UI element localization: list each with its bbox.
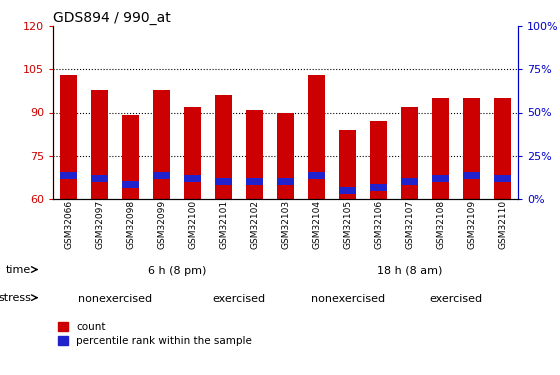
Bar bbox=[184, 175, 201, 182]
Legend: count, percentile rank within the sample: count, percentile rank within the sample bbox=[58, 322, 252, 346]
Bar bbox=[432, 98, 449, 199]
Bar bbox=[91, 90, 108, 199]
Bar bbox=[339, 186, 356, 194]
Bar bbox=[153, 172, 170, 179]
Bar bbox=[308, 75, 325, 199]
Bar bbox=[184, 107, 201, 199]
Bar bbox=[246, 178, 263, 185]
Bar bbox=[153, 90, 170, 199]
Text: stress: stress bbox=[0, 292, 31, 303]
Bar bbox=[370, 121, 387, 199]
Bar bbox=[494, 98, 511, 199]
Text: exercised: exercised bbox=[213, 294, 265, 304]
Bar bbox=[60, 75, 77, 199]
Text: 6 h (8 pm): 6 h (8 pm) bbox=[148, 266, 206, 276]
Bar bbox=[277, 178, 294, 185]
Bar bbox=[246, 110, 263, 199]
Bar bbox=[215, 95, 232, 199]
Bar bbox=[401, 178, 418, 185]
Bar bbox=[339, 130, 356, 199]
Bar bbox=[370, 184, 387, 191]
Bar bbox=[401, 107, 418, 199]
Text: GDS894 / 990_at: GDS894 / 990_at bbox=[53, 11, 171, 25]
Bar bbox=[215, 178, 232, 185]
Bar bbox=[463, 98, 480, 199]
Text: nonexercised: nonexercised bbox=[310, 294, 385, 304]
Bar bbox=[91, 175, 108, 182]
Text: time: time bbox=[6, 264, 31, 274]
Bar bbox=[463, 172, 480, 179]
Bar bbox=[494, 175, 511, 182]
Text: nonexercised: nonexercised bbox=[78, 294, 152, 304]
Text: exercised: exercised bbox=[430, 294, 483, 304]
Bar bbox=[122, 181, 139, 188]
Bar bbox=[60, 172, 77, 179]
Text: 18 h (8 am): 18 h (8 am) bbox=[377, 266, 442, 276]
Bar bbox=[432, 175, 449, 182]
Bar bbox=[122, 116, 139, 199]
Bar bbox=[308, 172, 325, 179]
Bar bbox=[277, 112, 294, 199]
